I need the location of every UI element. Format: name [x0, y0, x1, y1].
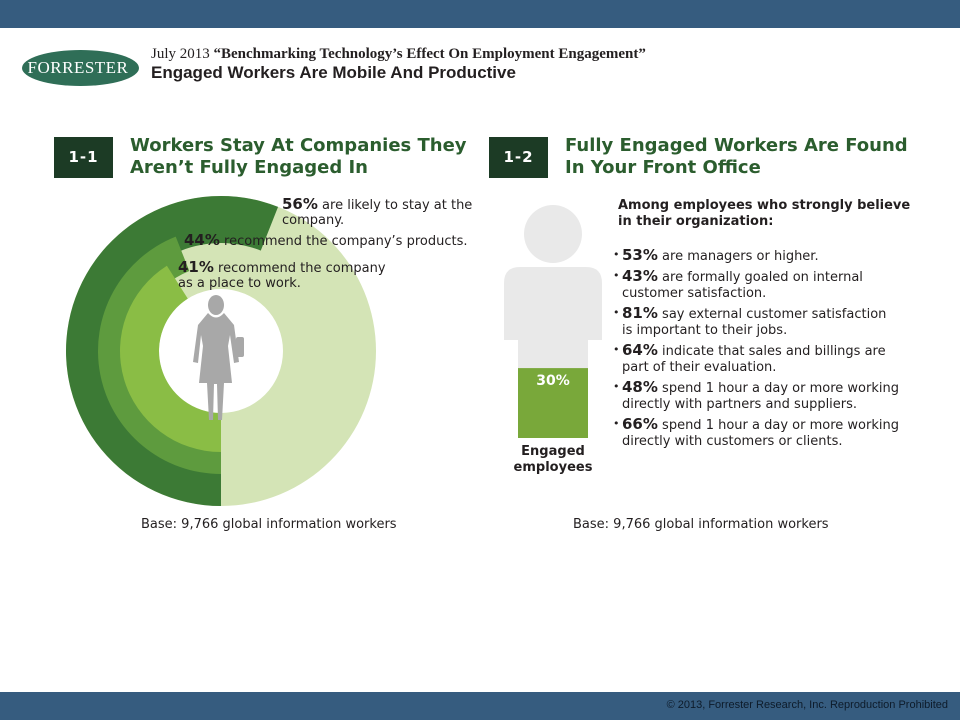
finding-4-text-1: indicate that sales and billings are	[662, 344, 886, 359]
figure-2-intro-line-1: Among employees who strongly believe	[618, 198, 911, 213]
finding-6-text-2: directly with customers or clients.	[622, 434, 843, 449]
ring-2-arc	[98, 236, 221, 474]
page-title: Engaged Workers Are Mobile And Productiv…	[151, 63, 516, 82]
logo-text: FORRESTER	[27, 58, 129, 77]
engaged-share-fill	[504, 368, 602, 438]
finding-6-text-1: spend 1 hour a day or more working	[662, 418, 899, 433]
finding-5-text-1: spend 1 hour a day or more working	[662, 381, 899, 396]
finding-item-2-line-1: 43% are formally goaled on internal	[622, 268, 899, 286]
finding-item: 53% are managers or higher.	[612, 247, 899, 265]
figure-2-number: 1-2	[489, 137, 548, 178]
figure-2-intro: Among employees who strongly believe in …	[618, 198, 910, 230]
ring-3-arc	[119, 265, 221, 452]
engaged-employees-label-line-2: employees	[513, 460, 593, 475]
finding-item-1-line-1: 53% are managers or higher.	[622, 247, 899, 265]
ring-products-text-1: recommend the company’s products.	[224, 234, 468, 249]
finding-3-pct: 81%	[622, 304, 658, 322]
copyright-notice: © 2013, Forrester Research, Inc. Reprodu…	[666, 699, 948, 711]
finding-item: 48% spend 1 hour a day or more working d…	[612, 379, 899, 413]
ring-annotation-products: 44% recommend the company’s products.	[184, 231, 468, 250]
finding-item-3-line-1: 81% say external customer satisfaction	[622, 305, 899, 323]
finding-item: 43% are formally goaled on internal cust…	[612, 268, 899, 302]
finding-2-pct: 43%	[622, 267, 658, 285]
woman-silhouette-icon	[193, 295, 244, 420]
footer-bar: © 2013, Forrester Research, Inc. Reprodu…	[0, 692, 960, 720]
figure-2-intro-line-2: in their organization:	[618, 214, 774, 229]
finding-2-text-2: customer satisfaction.	[622, 286, 767, 301]
figure-2-base-note: Base: 9,766 global information workers	[573, 517, 829, 532]
ring-workplace-text-2: as a place to work.	[178, 276, 301, 291]
figure-2-title: Fully Engaged Workers Are Found In Your …	[565, 135, 908, 179]
ring-annotation-products-line-1: 44% recommend the company’s products.	[184, 231, 468, 250]
forrester-logo: FORRESTER®	[22, 50, 139, 86]
figure-2-title-line-1: Fully Engaged Workers Are Found	[565, 135, 908, 156]
finding-4-pct: 64%	[622, 341, 658, 359]
engaged-employees-label: Engaged employees	[498, 444, 608, 476]
finding-item-6-line-1: 66% spend 1 hour a day or more working	[622, 416, 899, 434]
employee-figure-chart	[504, 205, 602, 438]
finding-item: 81% say external customer satisfaction i…	[612, 305, 899, 339]
ring-annotation-workplace-line-1: 41% recommend the company	[178, 258, 386, 277]
ring-stay-text-2: company.	[282, 213, 345, 228]
finding-2-text-1: are formally goaled on internal	[662, 270, 863, 285]
finding-5-text-2: directly with partners and suppliers.	[622, 397, 858, 412]
ring-workplace-pct: 41%	[178, 258, 214, 276]
ring-products-pct: 44%	[184, 231, 220, 249]
finding-1-text-1: are managers or higher.	[662, 249, 819, 264]
figure-1-title-line-2: Aren’t Fully Engaged In	[130, 157, 368, 178]
finding-item: 64% indicate that sales and billings are…	[612, 342, 899, 376]
finding-list: 53% are managers or higher. 43% are form…	[612, 247, 899, 453]
finding-1-pct: 53%	[622, 246, 658, 264]
ring-annotation-stay: 56% are likely to stay at the company.	[282, 195, 473, 229]
finding-3-text-2: is important to their jobs.	[622, 323, 788, 338]
engaged-employees-label-line-1: Engaged	[521, 444, 585, 459]
finding-item-4-line-1: 64% indicate that sales and billings are	[622, 342, 899, 360]
report-date: July 2013	[151, 46, 210, 62]
finding-5-pct: 48%	[622, 378, 658, 396]
figure-1-number: 1-1	[54, 137, 113, 178]
finding-4-text-2: part of their evaluation.	[622, 360, 777, 375]
figure-1-base-note: Base: 9,766 global information workers	[141, 517, 397, 532]
figure-1-title-line-1: Workers Stay At Companies They	[130, 135, 467, 156]
ring-1-arc	[66, 195, 279, 506]
ring-workplace-text-1: recommend the company	[218, 261, 386, 276]
figure-1-title: Workers Stay At Companies They Aren’t Fu…	[130, 135, 467, 179]
ring-annotation-workplace: 41% recommend the company as a place to …	[178, 258, 386, 292]
report-citation: July 2013 “Benchmarking Technology’s Eff…	[151, 46, 646, 63]
ring-annotation-stay-line-1: 56% are likely to stay at the	[282, 195, 473, 214]
report-title: “Benchmarking Technology’s Effect On Emp…	[213, 46, 646, 62]
concentric-ring-chart	[66, 195, 376, 506]
ring-stay-text-1: are likely to stay at the	[322, 198, 473, 213]
finding-6-pct: 66%	[622, 415, 658, 433]
finding-item-5-line-1: 48% spend 1 hour a day or more working	[622, 379, 899, 397]
engaged-share-label: 30%	[536, 373, 570, 389]
figure-2-title-line-2: In Your Front Office	[565, 157, 761, 178]
logo-mark: ®	[128, 53, 134, 59]
ring-stay-pct: 56%	[282, 195, 318, 213]
finding-3-text-1: say external customer satisfaction	[662, 307, 887, 322]
top-bar	[0, 0, 960, 28]
finding-item: 66% spend 1 hour a day or more working d…	[612, 416, 899, 450]
